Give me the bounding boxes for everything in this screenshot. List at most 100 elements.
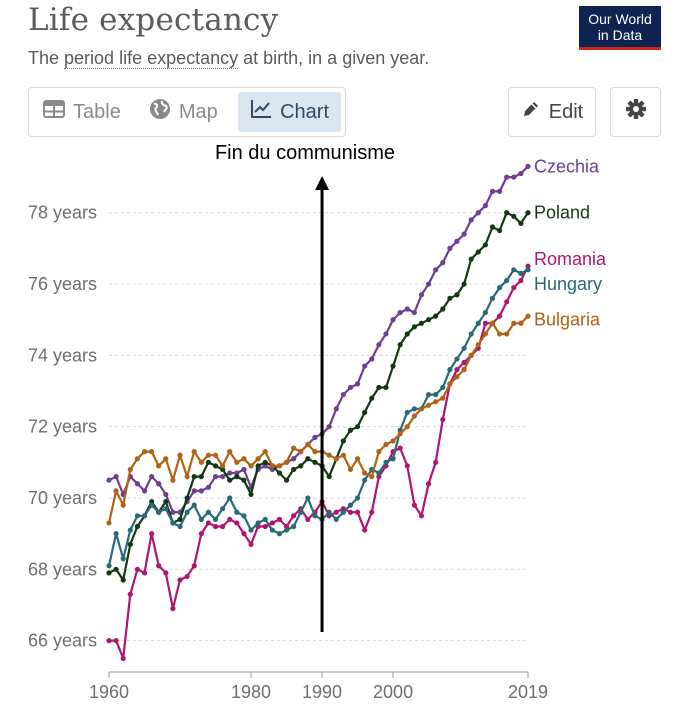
point-romania-1978: [234, 520, 240, 526]
point-poland-1999: [383, 384, 389, 391]
point-hungary-1961: [113, 531, 119, 537]
tab-table[interactable]: Table: [29, 88, 135, 136]
point-poland-1976: [220, 466, 226, 473]
point-bulgaria-1960: [106, 520, 112, 526]
owid-logo[interactable]: Our World in Data: [579, 6, 661, 50]
point-poland-2016: [504, 210, 510, 216]
point-bulgaria-2002: [404, 424, 410, 430]
tab-map-label: Map: [178, 100, 218, 123]
point-romania-2001: [397, 445, 403, 451]
page-subtitle: The period life expectancy at birth, in …: [28, 48, 429, 69]
tab-chart-label: Chart: [280, 100, 329, 123]
point-hungary-1983: [269, 527, 275, 533]
tab-map[interactable]: Map: [135, 88, 232, 136]
line-chart-icon: [250, 99, 272, 125]
point-hungary-2012: [475, 320, 481, 326]
point-hungary-2009: [454, 356, 460, 362]
point-bulgaria-1976: [220, 463, 226, 469]
point-hungary-2011: [468, 331, 474, 337]
point-poland-1968: [163, 498, 169, 505]
point-bulgaria-1999: [383, 441, 389, 448]
point-hungary-1985: [283, 527, 290, 533]
point-poland-2019: [525, 210, 531, 216]
point-bulgaria-1987: [298, 449, 304, 455]
point-romania-1976: [220, 523, 226, 530]
series-label-romania: Romania: [534, 249, 607, 269]
point-hungary-1998: [376, 470, 382, 476]
edit-label: Edit: [548, 100, 584, 123]
point-romania-1979: [241, 531, 247, 537]
point-bulgaria-2016: [504, 331, 510, 337]
point-poland-2010: [461, 281, 467, 287]
logo-line-2: in Data: [597, 27, 643, 43]
point-hungary-1976: [220, 506, 226, 512]
point-bulgaria-2001: [397, 431, 403, 437]
point-bulgaria-1973: [198, 459, 204, 465]
point-bulgaria-2017: [511, 320, 517, 326]
point-romania-1975: [212, 523, 219, 530]
page-title: Life expectancy: [28, 2, 279, 38]
point-hungary-1992: [333, 516, 339, 522]
point-poland-2015: [496, 227, 503, 234]
point-romania-2005: [425, 481, 432, 487]
point-poland-1974: [205, 459, 212, 465]
point-czechia-2013: [482, 203, 488, 209]
point-czechia-2017: [511, 174, 517, 180]
point-hungary-1994: [347, 502, 354, 508]
point-romania-1970: [177, 577, 183, 583]
point-czechia-2005: [425, 281, 432, 287]
point-bulgaria-1982: [262, 449, 268, 455]
tab-chart[interactable]: Chart: [238, 92, 341, 132]
point-hungary-1978: [234, 509, 240, 515]
point-hungary-2014: [489, 295, 496, 301]
period-life-expectancy-link[interactable]: period life expectancy: [64, 48, 239, 69]
series-label-poland: Poland: [534, 203, 590, 223]
view-tabs: Table Map Chart: [28, 87, 346, 137]
point-czechia-1968: [163, 491, 169, 498]
point-hungary-1980: [248, 527, 254, 533]
point-poland-2001: [397, 342, 403, 348]
point-bulgaria-2009: [454, 374, 460, 380]
point-romania-2009: [454, 367, 460, 373]
point-czechia-1961: [113, 473, 119, 480]
point-czechia-2016: [504, 174, 510, 180]
point-czechia-2002: [404, 306, 410, 312]
point-poland-1979: [241, 477, 247, 483]
point-hungary-1986: [291, 523, 297, 530]
point-czechia-1997: [369, 356, 375, 362]
point-romania-2017: [511, 285, 517, 291]
point-bulgaria-2015: [496, 331, 503, 337]
table-icon: [43, 100, 65, 124]
point-bulgaria-1984: [276, 463, 283, 469]
x-tick-label-2019: 2019: [508, 682, 548, 702]
point-hungary-1972: [191, 502, 197, 508]
point-poland-2012: [475, 249, 481, 255]
point-hungary-1971: [184, 509, 190, 515]
point-poland-2006: [433, 313, 439, 319]
point-romania-1984: [276, 516, 283, 522]
series-romania: [106, 263, 531, 662]
point-romania-1961: [113, 638, 119, 644]
point-hungary-1967: [156, 509, 162, 515]
point-poland-2014: [489, 224, 496, 230]
point-hungary-2002: [404, 409, 410, 416]
point-bulgaria-2018: [518, 320, 524, 326]
point-czechia-1969: [170, 509, 176, 515]
point-romania-1966: [149, 531, 155, 537]
point-czechia-2003: [411, 309, 417, 316]
settings-button[interactable]: [610, 87, 661, 137]
edit-button[interactable]: Edit: [508, 87, 596, 137]
point-bulgaria-1995: [354, 456, 361, 462]
point-poland-1971: [184, 495, 190, 501]
point-romania-1967: [156, 563, 162, 569]
annotation-arrow-head: [315, 176, 330, 190]
point-hungary-1973: [198, 516, 204, 522]
series-bulgaria: [106, 313, 531, 526]
point-romania-1962: [120, 655, 126, 662]
y-tick-label-76: 76 years: [28, 274, 97, 294]
point-romania-2013: [482, 320, 488, 326]
point-czechia-1976: [220, 473, 226, 480]
series-label-bulgaria: Bulgaria: [534, 310, 601, 330]
point-czechia-1966: [149, 473, 155, 480]
point-poland-1993: [340, 438, 346, 444]
